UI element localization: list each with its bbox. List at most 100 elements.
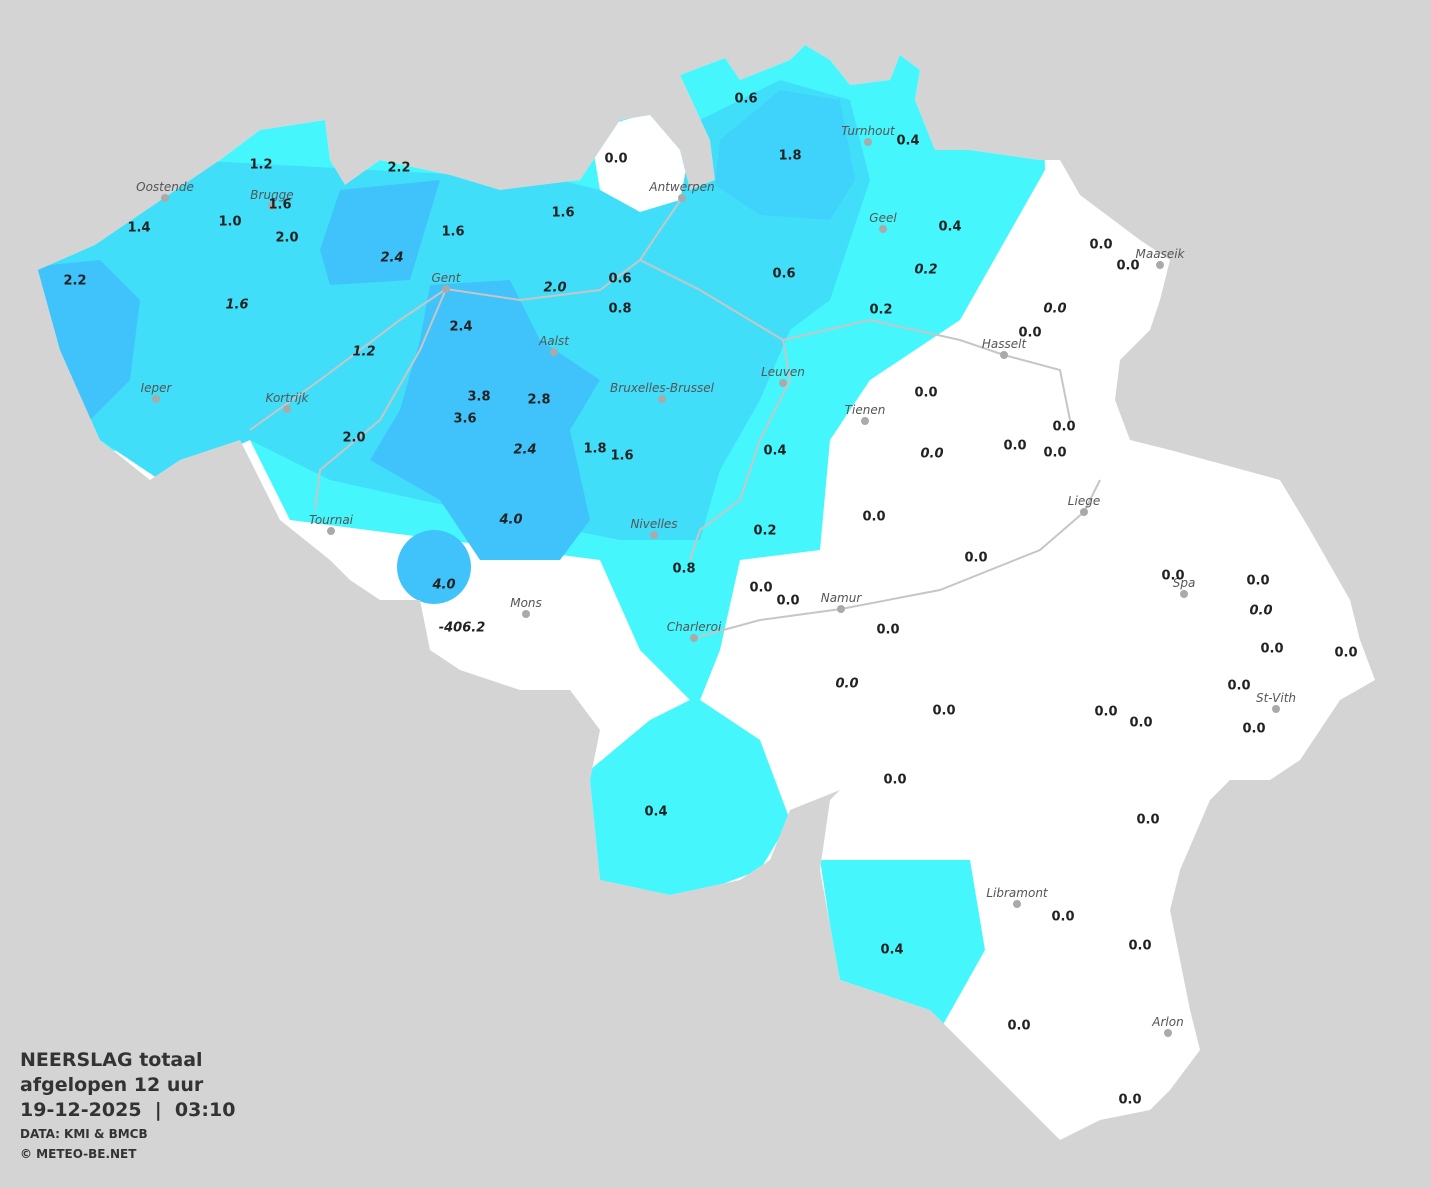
cities: Oostende Brugge Antwerpen Turnhout Geel Maase… [136, 124, 1296, 1037]
station-reading: 0.0 [1018, 326, 1041, 341]
station-reading: 0.6 [772, 267, 795, 282]
city-dot [861, 417, 869, 425]
station-reading: 0.0 [1136, 813, 1159, 828]
station-reading: 0.0 [1128, 939, 1151, 954]
station-reading: 0.4 [763, 444, 786, 459]
city-label: Liege [1068, 494, 1100, 508]
road [314, 288, 447, 511]
station-reading: 0.0 [1129, 716, 1152, 731]
city-label: Geel [869, 211, 897, 225]
station-reading: 0.2 [753, 524, 776, 539]
station-reading: 2.4 [449, 320, 472, 335]
city-dot [658, 395, 666, 403]
city-label: Oostende [136, 180, 194, 194]
city-dot [1272, 705, 1280, 713]
station-reading: 0.0 [920, 447, 943, 462]
city-dot [152, 395, 160, 403]
station-reading: 0.0 [1043, 446, 1066, 461]
station-reading: 1.8 [778, 149, 801, 164]
area-blue [715, 90, 855, 220]
station-reading: 0.0 [1249, 604, 1272, 619]
station-reading: 0.0 [1007, 1019, 1030, 1034]
station-reading: 4.0 [498, 513, 522, 528]
road [689, 339, 792, 561]
station-reading: 0.6 [734, 92, 757, 107]
city-dot [283, 405, 291, 413]
station-reading: 0.4 [880, 943, 903, 958]
station-reading: 1.4 [127, 221, 150, 236]
station-reading: 0.0 [749, 581, 772, 596]
city-dot [161, 194, 169, 202]
station-reading: 0.0 [1003, 439, 1026, 454]
station-reading: 4.0 [431, 578, 455, 593]
city-label: Maaseik [1136, 247, 1186, 261]
city-dot [1164, 1029, 1172, 1037]
station-reading: 0.4 [644, 805, 667, 820]
station-reading: 1.8 [583, 442, 606, 457]
station-reading: 0.0 [604, 152, 627, 167]
station-reading: 0.0 [1052, 420, 1075, 435]
station-reading: 0.0 [1116, 259, 1139, 274]
station-reading: 0.0 [883, 773, 906, 788]
city-dot [779, 379, 787, 387]
city-dot [327, 527, 335, 535]
city-label: Namur [821, 591, 863, 605]
legend: NEERSLAG totaal afgelopen 12 uur 19-12-2… [20, 1049, 235, 1161]
city-dot [1180, 590, 1188, 598]
city-label: Hasselt [982, 337, 1028, 351]
city-label: Ieper [141, 381, 173, 395]
city-dot [1000, 351, 1008, 359]
city-dot [1080, 508, 1088, 516]
station-reading: 0.8 [672, 562, 695, 577]
city-label: Charleroi [667, 620, 722, 634]
station-reading: -406.2 [439, 621, 486, 636]
city-dot [864, 138, 872, 146]
station-reading: 0.4 [896, 134, 919, 149]
station-reading: 0.6 [608, 272, 631, 287]
city-label: Mons [510, 596, 542, 610]
city-label: Turnhout [841, 124, 896, 138]
station-reading: 0.4 [938, 220, 961, 235]
city-dot [550, 348, 558, 356]
station-reading: 0.0 [776, 594, 799, 609]
station-reading: 3.6 [453, 412, 476, 427]
city-label: Brugge [250, 188, 293, 202]
city-dot [650, 531, 658, 539]
area-dark-blue [397, 530, 471, 604]
station-reading: 0.0 [1089, 238, 1112, 253]
station-reading: 0.2 [869, 303, 892, 318]
legend-source: DATA: KMI & BMCB [20, 1127, 148, 1141]
city-label: Libramont [986, 886, 1049, 900]
city-dot [442, 285, 450, 293]
station-reading: 0.0 [1246, 574, 1269, 589]
road [639, 259, 1071, 421]
station-reading: 0.0 [1118, 1093, 1141, 1108]
station-reading: 1.2 [249, 158, 272, 173]
station-reading: 2.0 [275, 231, 298, 246]
station-reading: 0.0 [1051, 910, 1074, 925]
city-dot [522, 610, 530, 618]
station-reading: 0.0 [1260, 642, 1283, 657]
legend-copyright: © METEO-BE.NET [20, 1147, 137, 1161]
station-reading: 3.8 [467, 390, 490, 405]
area-dry [590, 110, 690, 212]
station-reading: 2.4 [513, 443, 536, 458]
station-reading: 2.2 [387, 161, 410, 176]
station-reading: 1.6 [225, 298, 248, 313]
city-label: Tienen [845, 403, 886, 417]
city-label: St-Vith [1256, 691, 1296, 705]
readings: 0.6 1.8 0.4 0.0 1.2 2.2 1.6 1.4 1.0 2.0 1.6 1.6 0.4 0… [63, 92, 1357, 1108]
station-reading: 1.2 [352, 345, 375, 360]
city-label: Spa [1173, 576, 1196, 590]
city-label: Tournai [309, 513, 354, 527]
station-reading: 0.2 [914, 263, 937, 278]
city-label: Leuven [761, 365, 805, 379]
station-reading: 0.0 [1043, 302, 1066, 317]
station-reading: 1.6 [441, 225, 464, 240]
city-label: Gent [432, 271, 462, 285]
legend-title: NEERSLAG totaal [20, 1049, 203, 1071]
city-label: Bruxelles-Brussel [610, 381, 715, 395]
station-reading: 1.6 [551, 206, 574, 221]
station-reading: 0.0 [876, 623, 899, 638]
